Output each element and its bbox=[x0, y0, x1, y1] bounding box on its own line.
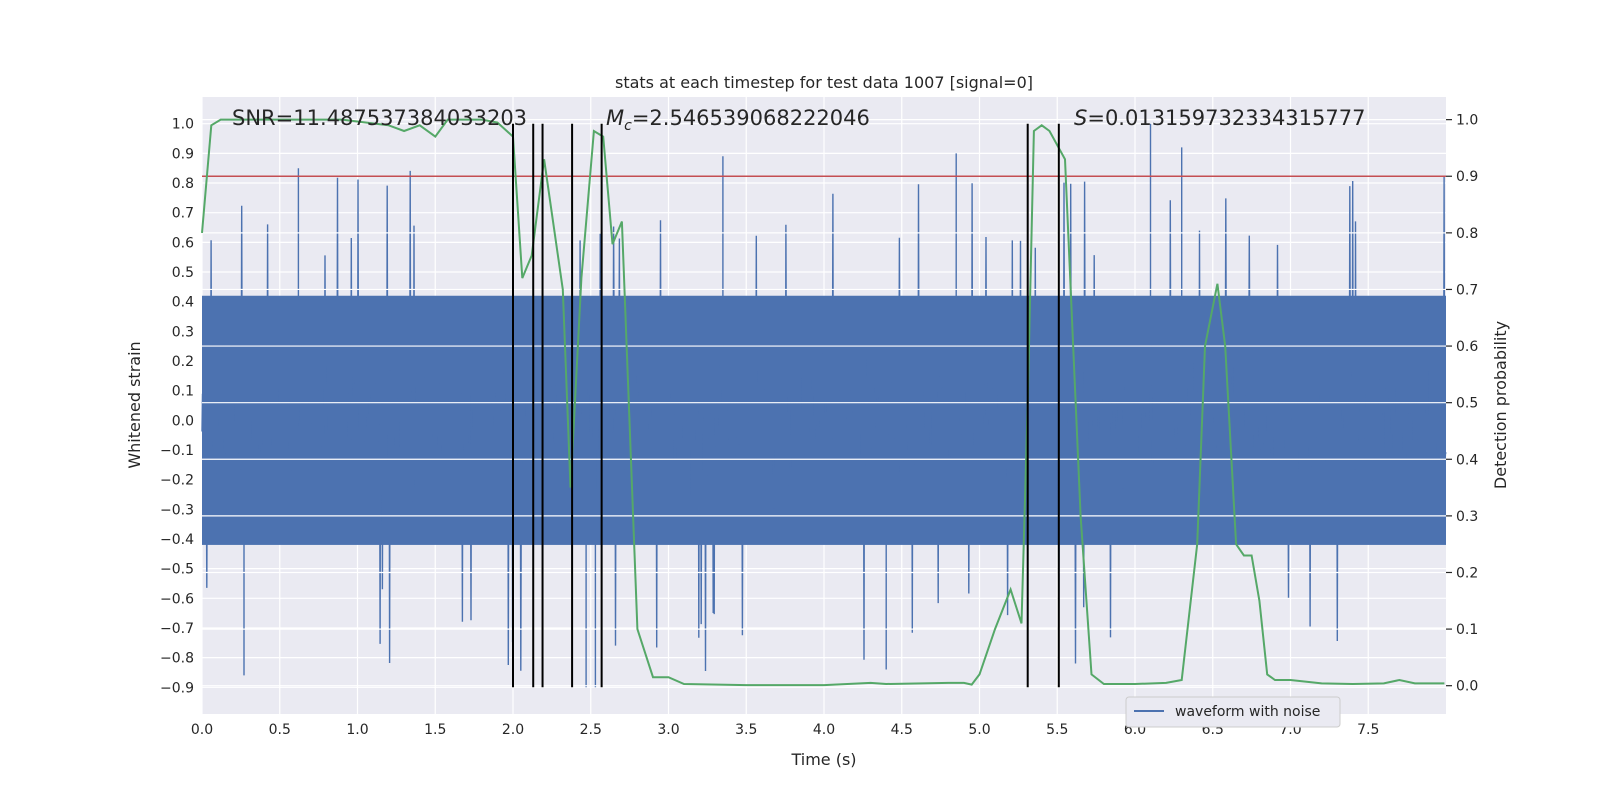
y-tick-label-left: 0.7 bbox=[172, 206, 194, 222]
y-tick-label-right: 0.2 bbox=[1456, 565, 1478, 581]
vertical-markers bbox=[512, 123, 1060, 688]
axes: 0.0 0.5 1.0 1.5 2.0 2.5 3.0 3.5 4.0 4.5 5.0 5.5 6.0 6… bbox=[160, 113, 1478, 738]
x-axis-label: Time (s) bbox=[790, 750, 856, 769]
x-tick-label: 1.5 bbox=[424, 722, 446, 738]
y-tick-label-left: −0.3 bbox=[160, 502, 194, 518]
y-tick-label-right: 0.6 bbox=[1456, 339, 1478, 355]
y-tick-label-left: 0.3 bbox=[172, 324, 194, 340]
x-tick-label: 7.5 bbox=[1357, 722, 1379, 738]
y-tick-label-left: −0.4 bbox=[160, 532, 194, 548]
s-value: =0.013159732334315777 bbox=[1087, 106, 1365, 130]
x-tick-label: 3.5 bbox=[735, 722, 757, 738]
x-tick-label: 5.5 bbox=[1046, 722, 1068, 738]
y-tick-label-left: −0.9 bbox=[160, 680, 194, 696]
s-annotation: S=0.013159732334315777 bbox=[1074, 106, 1365, 130]
chart-title: stats at each timestep for test data 100… bbox=[615, 73, 1033, 92]
legend: waveform with noise bbox=[1125, 696, 1341, 728]
y-tick-label-left: −0.8 bbox=[160, 651, 194, 667]
y-tick-label-left: 0.8 bbox=[172, 176, 194, 192]
y-tick-label-right: 0.8 bbox=[1456, 226, 1478, 242]
x-tick-label: 3.0 bbox=[657, 722, 679, 738]
y-tick-label-right: 0.4 bbox=[1456, 452, 1478, 468]
y-tick-label-left: −0.6 bbox=[160, 591, 194, 607]
series-waveform-with-noise bbox=[201, 123, 1447, 688]
s-symbol: S bbox=[1074, 106, 1087, 130]
y-tick-label-left: −0.2 bbox=[160, 473, 194, 489]
y-tick-label-right: 0.3 bbox=[1456, 509, 1478, 525]
chirp-mass-symbol: M bbox=[606, 106, 624, 130]
y-tick-label-right: 1.0 bbox=[1456, 113, 1478, 129]
y-tick-label-left: 0.9 bbox=[172, 146, 194, 162]
y-tick-label-right: 0.9 bbox=[1456, 169, 1478, 185]
y-axis-label-left: Whitened strain bbox=[125, 341, 144, 468]
x-tick-label: 5.0 bbox=[968, 722, 990, 738]
waveform-line bbox=[201, 123, 1447, 688]
legend-box bbox=[1125, 696, 1341, 728]
y-tick-label-left: 0.1 bbox=[172, 384, 194, 400]
x-tick-label: 0.0 bbox=[191, 722, 213, 738]
x-tick-label: 4.0 bbox=[813, 722, 835, 738]
y-tick-label-left: 0.4 bbox=[172, 295, 194, 311]
x-tick-label: 4.5 bbox=[891, 722, 913, 738]
y-tick-label-right: 0.0 bbox=[1456, 679, 1478, 695]
y-tick-label-left: 0.6 bbox=[172, 235, 194, 251]
y-tick-label-left: 0.0 bbox=[172, 413, 194, 429]
y-tick-label-left: −0.7 bbox=[160, 621, 194, 637]
legend-entry: waveform with noise bbox=[1175, 704, 1320, 720]
chirp-mass-subscript: c bbox=[624, 118, 632, 134]
y-tick-label-left: 0.5 bbox=[172, 265, 194, 281]
x-tick-label: 2.5 bbox=[580, 722, 602, 738]
chirp-mass-value: =2.546539068222046 bbox=[632, 106, 870, 130]
y-tick-label-right: 0.1 bbox=[1456, 622, 1478, 638]
y-tick-label-right: 0.7 bbox=[1456, 282, 1478, 298]
y-tick-label-left: −0.5 bbox=[160, 562, 194, 578]
series-detection-probability bbox=[201, 118, 1446, 687]
x-tick-label: 0.5 bbox=[269, 722, 291, 738]
snr-annotation: SNR=11.487537384033203 bbox=[232, 106, 527, 130]
x-tick-label: 2.0 bbox=[502, 722, 524, 738]
y-tick-label-left: −0.1 bbox=[160, 443, 194, 459]
y-tick-label-left: 1.0 bbox=[172, 117, 194, 133]
y-tick-label-right: 0.5 bbox=[1456, 396, 1478, 412]
y-tick-label-left: 0.2 bbox=[172, 354, 194, 370]
x-tick-label: 1.0 bbox=[346, 722, 368, 738]
detection-probability-line bbox=[201, 118, 1445, 687]
chirp-mass-annotation: Mc=2.546539068222046 bbox=[606, 106, 870, 134]
y-axis-label-right: Detection probability bbox=[1491, 321, 1510, 489]
